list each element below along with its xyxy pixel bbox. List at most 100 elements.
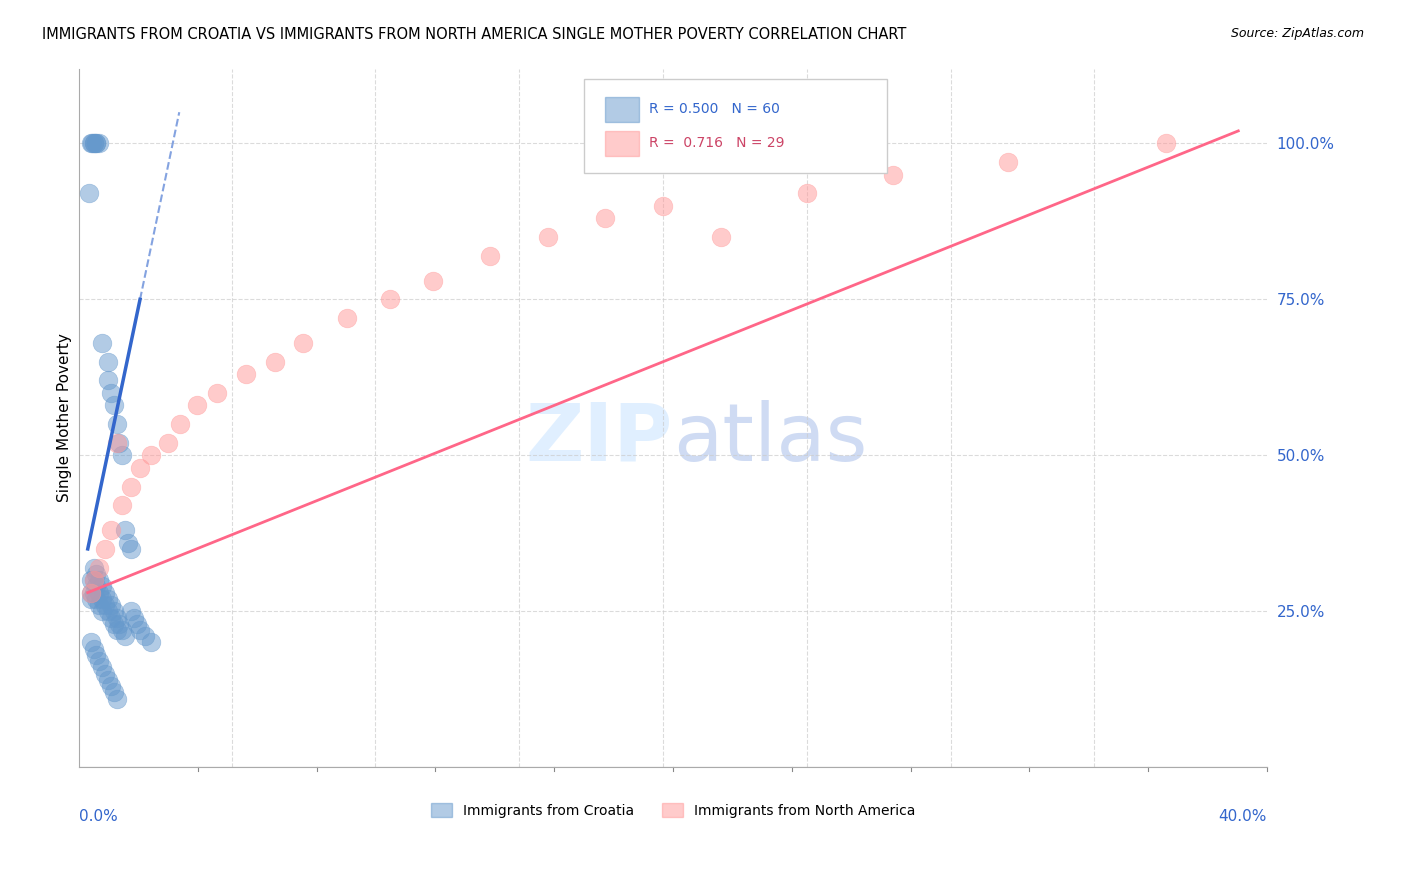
Point bbox=[89, 136, 111, 151]
Point bbox=[134, 629, 156, 643]
Point bbox=[89, 560, 111, 574]
Point bbox=[292, 336, 315, 351]
Point bbox=[709, 230, 731, 244]
Point bbox=[100, 598, 122, 612]
Point bbox=[122, 610, 145, 624]
Point bbox=[125, 616, 148, 631]
Point bbox=[205, 386, 228, 401]
Point bbox=[86, 136, 108, 151]
Point bbox=[79, 635, 101, 649]
Point bbox=[120, 604, 142, 618]
Text: ZIP: ZIP bbox=[526, 400, 673, 478]
FancyBboxPatch shape bbox=[583, 79, 887, 173]
Point bbox=[79, 591, 101, 606]
Point bbox=[105, 610, 128, 624]
Point bbox=[97, 673, 120, 687]
Point bbox=[157, 435, 180, 450]
Legend: Immigrants from Croatia, Immigrants from North America: Immigrants from Croatia, Immigrants from… bbox=[426, 797, 921, 823]
Point bbox=[79, 136, 101, 151]
Point bbox=[422, 274, 444, 288]
Point bbox=[77, 186, 100, 201]
Point bbox=[114, 629, 136, 643]
Point bbox=[91, 336, 114, 351]
Point bbox=[83, 585, 105, 599]
Point bbox=[79, 585, 101, 599]
Point bbox=[378, 293, 401, 307]
Point bbox=[105, 623, 128, 637]
Point bbox=[97, 591, 120, 606]
Point bbox=[111, 498, 134, 512]
FancyBboxPatch shape bbox=[606, 131, 638, 156]
Point bbox=[595, 211, 617, 226]
Point bbox=[537, 230, 560, 244]
Point bbox=[128, 623, 150, 637]
Point bbox=[108, 435, 131, 450]
Point bbox=[100, 523, 122, 537]
FancyBboxPatch shape bbox=[606, 97, 638, 122]
Point bbox=[105, 691, 128, 706]
Point bbox=[86, 566, 108, 581]
Point bbox=[86, 591, 108, 606]
Point bbox=[91, 591, 114, 606]
Point bbox=[105, 435, 128, 450]
Point bbox=[103, 604, 125, 618]
Point bbox=[89, 598, 111, 612]
Point bbox=[94, 585, 117, 599]
Point bbox=[100, 386, 122, 401]
Point bbox=[120, 541, 142, 556]
Point bbox=[97, 374, 120, 388]
Point bbox=[120, 479, 142, 493]
Point bbox=[100, 679, 122, 693]
Point bbox=[80, 136, 103, 151]
Point bbox=[796, 186, 818, 201]
Point bbox=[91, 604, 114, 618]
Text: 0.0%: 0.0% bbox=[79, 809, 118, 824]
Point bbox=[139, 448, 162, 462]
Text: R =  0.716   N = 29: R = 0.716 N = 29 bbox=[650, 136, 785, 150]
Point bbox=[997, 155, 1019, 169]
Point bbox=[83, 136, 105, 151]
Point bbox=[86, 136, 108, 151]
Point bbox=[89, 585, 111, 599]
Point bbox=[128, 460, 150, 475]
Point bbox=[117, 535, 139, 549]
Point bbox=[97, 355, 120, 369]
Point bbox=[83, 560, 105, 574]
Point bbox=[91, 660, 114, 674]
Point bbox=[882, 168, 904, 182]
Point bbox=[94, 541, 117, 556]
Point bbox=[479, 249, 502, 263]
Text: Source: ZipAtlas.com: Source: ZipAtlas.com bbox=[1230, 27, 1364, 40]
Point bbox=[139, 635, 162, 649]
Point bbox=[235, 368, 257, 382]
Point bbox=[105, 417, 128, 431]
Point bbox=[79, 573, 101, 587]
Point bbox=[263, 355, 285, 369]
Point bbox=[83, 136, 105, 151]
Point bbox=[94, 598, 117, 612]
Point bbox=[1156, 136, 1178, 151]
Point bbox=[103, 616, 125, 631]
Point bbox=[89, 573, 111, 587]
Point bbox=[97, 604, 120, 618]
Y-axis label: Single Mother Poverty: Single Mother Poverty bbox=[58, 334, 72, 502]
Point bbox=[103, 685, 125, 699]
Point bbox=[336, 311, 359, 326]
Point bbox=[111, 623, 134, 637]
Point bbox=[83, 641, 105, 656]
Point bbox=[652, 199, 675, 213]
Point bbox=[83, 573, 105, 587]
Text: R = 0.500   N = 60: R = 0.500 N = 60 bbox=[650, 102, 780, 116]
Point bbox=[91, 579, 114, 593]
Point bbox=[94, 666, 117, 681]
Point bbox=[108, 616, 131, 631]
Point bbox=[83, 573, 105, 587]
Text: 40.0%: 40.0% bbox=[1219, 809, 1267, 824]
Point bbox=[111, 448, 134, 462]
Text: atlas: atlas bbox=[673, 400, 868, 478]
Point bbox=[86, 648, 108, 662]
Text: IMMIGRANTS FROM CROATIA VS IMMIGRANTS FROM NORTH AMERICA SINGLE MOTHER POVERTY C: IMMIGRANTS FROM CROATIA VS IMMIGRANTS FR… bbox=[42, 27, 907, 42]
Point bbox=[100, 610, 122, 624]
Point bbox=[186, 399, 208, 413]
Point bbox=[103, 399, 125, 413]
